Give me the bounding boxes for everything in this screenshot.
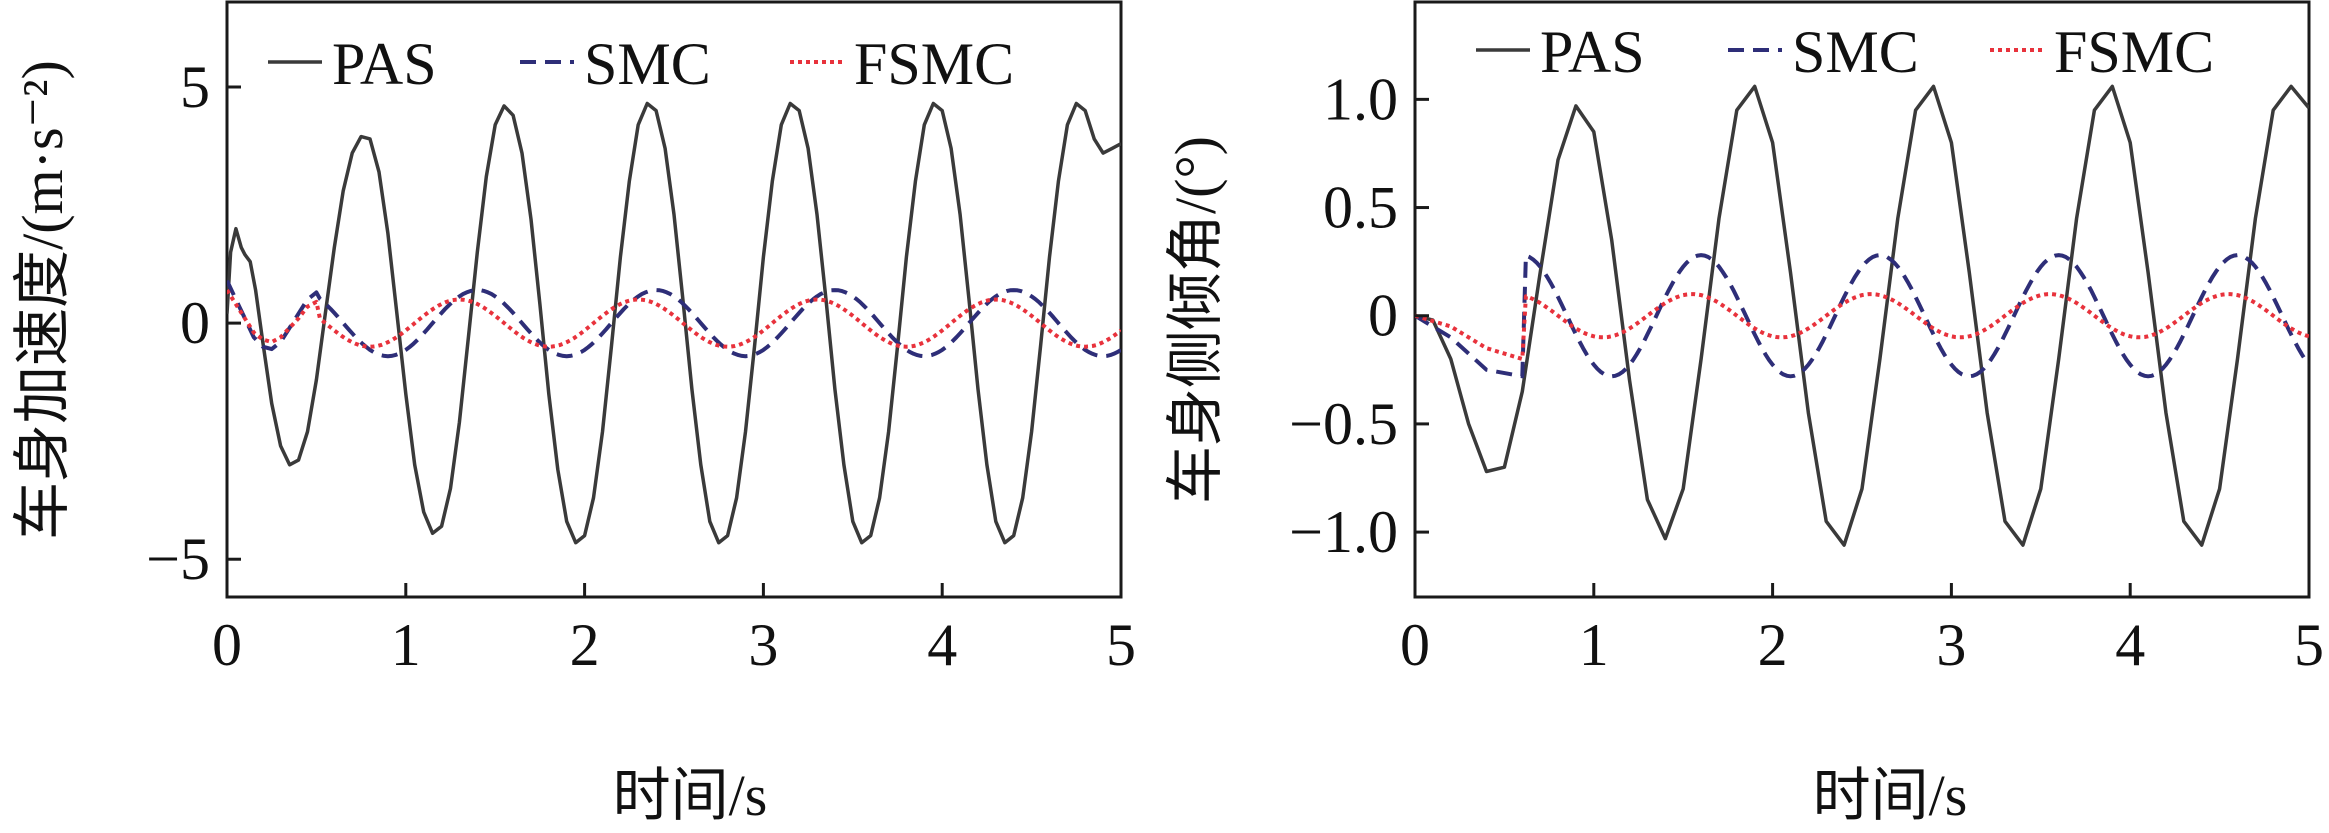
series-line-fsmc — [227, 289, 1121, 349]
x-axis-title: 时间/s — [1813, 763, 1968, 828]
series-layer — [227, 101, 1121, 545]
legend-label-smc: SMC — [1792, 19, 1919, 85]
legend: PAS SMC FSMC — [268, 31, 1014, 97]
series-line-smc — [1415, 253, 2309, 379]
y-tick-label: 0 — [180, 290, 210, 356]
y-ticks: 5 0 −5 — [146, 54, 241, 592]
chart-body-roll-angle: 0 1 2 3 4 5 1.0 0.5 0 −0.5 −1.0 PAS SMC FSMC 车身侧倾角/… — [1163, 0, 2324, 828]
plot-frame — [1413, 0, 2311, 599]
x-tick-label: 1 — [1579, 612, 1609, 678]
x-tick-label: 1 — [391, 612, 421, 678]
x-tick-label: 4 — [2115, 612, 2145, 678]
y-tick-label: 0.5 — [1323, 175, 1398, 241]
series-line-pas — [227, 101, 1121, 545]
series-line-smc — [227, 279, 1121, 359]
x-ticks: 0 1 2 3 4 5 — [212, 583, 1136, 678]
x-tick-label: 5 — [1106, 612, 1136, 678]
x-tick-label: 0 — [1400, 612, 1430, 678]
legend-label-pas: PAS — [1540, 19, 1645, 85]
x-ticks: 0 1 2 3 4 5 — [1400, 583, 2324, 678]
y-axis-title: 车身侧倾角/(°) — [1163, 136, 1228, 504]
series-line-fsmc — [1415, 292, 2309, 361]
x-tick-label: 3 — [1936, 612, 1966, 678]
y-tick-label: 0 — [1368, 283, 1398, 349]
legend-label-pas: PAS — [332, 31, 437, 97]
y-tick-label: 5 — [180, 54, 210, 120]
x-tick-label: 5 — [2294, 612, 2324, 678]
legend-label-fsmc: FSMC — [854, 31, 1014, 97]
x-tick-label: 4 — [927, 612, 957, 678]
x-tick-label: 2 — [1758, 612, 1788, 678]
legend: PAS SMC FSMC — [1476, 19, 2214, 85]
series-line-pas — [1415, 84, 2309, 547]
y-axis-title: 车身加速度/(m·s⁻²) — [10, 60, 75, 540]
legend-label-smc: SMC — [584, 31, 711, 97]
x-tick-label: 0 — [212, 612, 242, 678]
y-tick-label: −1.0 — [1289, 499, 1398, 565]
series-layer — [1415, 84, 2309, 547]
x-axis-title: 时间/s — [613, 763, 768, 828]
y-tick-label: −5 — [146, 526, 210, 592]
y-ticks: 1.0 0.5 0 −0.5 −1.0 — [1289, 66, 1429, 565]
legend-label-fsmc: FSMC — [2054, 19, 2214, 85]
x-tick-label: 2 — [570, 612, 600, 678]
y-tick-label: −0.5 — [1289, 391, 1398, 457]
y-tick-label: 1.0 — [1323, 66, 1398, 132]
x-tick-label: 3 — [748, 612, 778, 678]
